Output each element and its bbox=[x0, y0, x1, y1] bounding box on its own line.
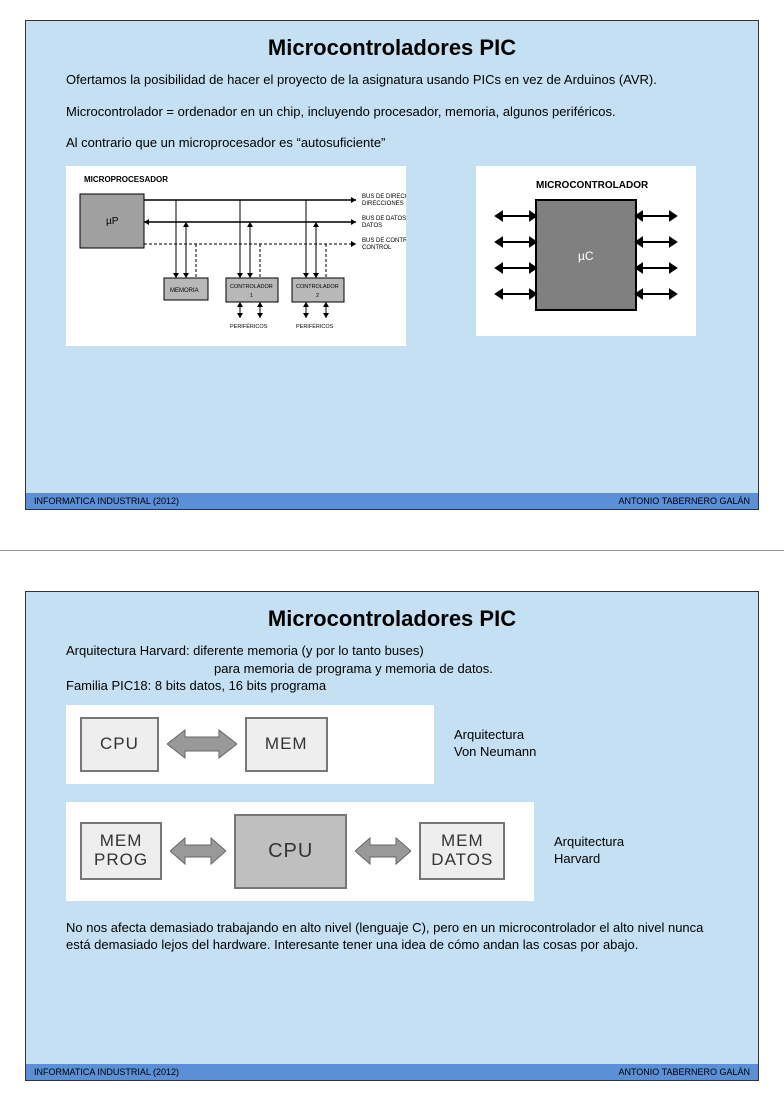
hv-memdatos-block: MEM DATOS bbox=[419, 822, 505, 879]
svg-text:µC: µC bbox=[578, 249, 594, 263]
svg-text:DATOS: DATOS bbox=[362, 223, 382, 229]
slide2-line1b: para memoria de programa y memoria de da… bbox=[66, 660, 718, 678]
slide2-para-end: No nos afecta demasiado trabajando en al… bbox=[66, 919, 718, 954]
svg-text:BUS DE DATOS: BUS DE DATOS bbox=[362, 216, 406, 222]
svg-text:BUS DE DIRECCIONES: BUS DE DIRECCIONES bbox=[362, 194, 406, 200]
von-neumann-diagram: CPU MEM bbox=[66, 705, 434, 784]
slide1-diagrams: MICROPROCESADOR µP BUS DE DIRECCIONES DI… bbox=[66, 166, 718, 346]
slide2-title: Microcontroladores PIC bbox=[26, 592, 758, 640]
von-neumann-row: CPU MEM Arquitectura Von Neumann bbox=[66, 705, 718, 784]
slide1-body: Ofertamos la posibilidad de hacer el pro… bbox=[26, 69, 758, 346]
harvard-row: MEM PROG CPU MEM DATOS bbox=[66, 802, 718, 901]
slide1-para3: Al contrario que un microprocesador es “… bbox=[66, 134, 718, 152]
svg-text:PERIFÉRICOS: PERIFÉRICOS bbox=[296, 323, 334, 330]
slide1-para1: Ofertamos la posibilidad de hacer el pro… bbox=[66, 71, 718, 89]
mp-title: MICROPROCESADOR bbox=[84, 175, 168, 184]
bidir-arrow-icon bbox=[170, 834, 226, 868]
svg-text:1: 1 bbox=[250, 293, 253, 299]
slide1-footer: INFORMATICA INDUSTRIAL (2012) ANTONIO TA… bbox=[26, 493, 758, 509]
vn-cpu-block: CPU bbox=[80, 717, 159, 772]
svg-text:2: 2 bbox=[316, 293, 319, 299]
microprocesador-diagram: MICROPROCESADOR µP BUS DE DIRECCIONES DI… bbox=[66, 166, 406, 346]
slide2-line1: Arquitectura Harvard: diferente memoria … bbox=[66, 642, 718, 660]
svg-text:BUS DE CONTROL: BUS DE CONTROL bbox=[362, 238, 406, 244]
vn-mem-block: MEM bbox=[245, 717, 328, 772]
bidir-arrow-icon bbox=[167, 726, 237, 762]
svg-text:MEMORIA: MEMORIA bbox=[170, 288, 199, 294]
svg-text:µP: µP bbox=[106, 216, 119, 227]
footer-right: ANTONIO TABERNERO GALÁN bbox=[618, 1067, 750, 1077]
bidir-arrow-icon bbox=[355, 834, 411, 868]
slide1-para2: Microcontrolador = ordenador en un chip,… bbox=[66, 103, 718, 121]
slide1-title: Microcontroladores PIC bbox=[26, 21, 758, 69]
svg-text:DIRECCIONES: DIRECCIONES bbox=[362, 201, 404, 207]
svg-text:PERIFÉRICOS: PERIFÉRICOS bbox=[230, 323, 268, 330]
slide2-body: Arquitectura Harvard: diferente memoria … bbox=[26, 640, 758, 954]
harvard-diagram: MEM PROG CPU MEM DATOS bbox=[66, 802, 534, 901]
slide2-footer: INFORMATICA INDUSTRIAL (2012) ANTONIO TA… bbox=[26, 1064, 758, 1080]
hv-label: Arquitectura Harvard bbox=[554, 834, 624, 868]
hv-cpu-block: CPU bbox=[234, 814, 347, 889]
hv-memprog-block: MEM PROG bbox=[80, 822, 162, 879]
svg-text:MICROCONTROLADOR: MICROCONTROLADOR bbox=[536, 180, 649, 191]
svg-text:CONTROL: CONTROL bbox=[362, 245, 392, 251]
footer-left: INFORMATICA INDUSTRIAL (2012) bbox=[34, 1067, 179, 1077]
footer-right: ANTONIO TABERNERO GALÁN bbox=[618, 496, 750, 506]
footer-left: INFORMATICA INDUSTRIAL (2012) bbox=[34, 496, 179, 506]
slide2-line2: Familia PIC18: 8 bits datos, 16 bits pro… bbox=[66, 677, 718, 695]
slide-1: Microcontroladores PIC Ofertamos la posi… bbox=[25, 20, 759, 510]
microcontrolador-diagram: MICROCONTROLADOR µC bbox=[476, 166, 696, 336]
page-separator bbox=[0, 550, 784, 551]
slide-2: Microcontroladores PIC Arquitectura Harv… bbox=[25, 591, 759, 1081]
svg-text:CONTROLADOR: CONTROLADOR bbox=[296, 284, 339, 290]
vn-label: Arquitectura Von Neumann bbox=[454, 727, 536, 761]
svg-text:CONTROLADOR: CONTROLADOR bbox=[230, 284, 273, 290]
